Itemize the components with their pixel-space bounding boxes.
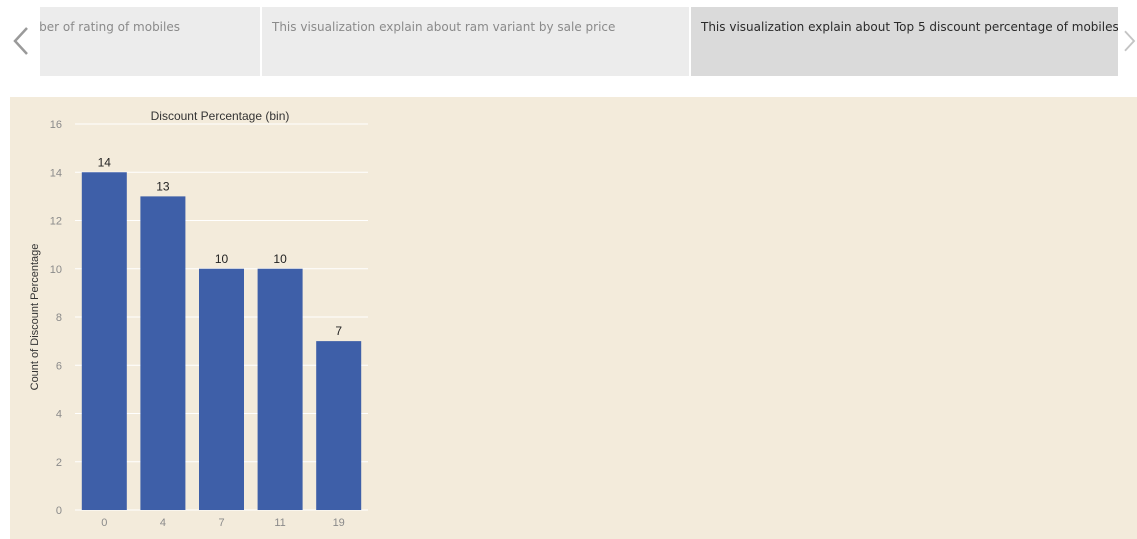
prev-story-button[interactable] bbox=[8, 22, 34, 60]
y-tick-label: 4 bbox=[56, 409, 62, 421]
y-axis-label: Count of Discount Percentage bbox=[29, 244, 41, 391]
chevron-right-icon bbox=[1124, 30, 1136, 52]
x-tick-label: 7 bbox=[218, 517, 224, 529]
x-tick-label: 4 bbox=[160, 517, 166, 529]
y-tick-label: 6 bbox=[56, 360, 62, 372]
bar bbox=[199, 268, 244, 510]
chevron-left-icon bbox=[13, 27, 28, 55]
story-tab-label: This visualization explain about ram var… bbox=[272, 20, 616, 34]
data-label: 10 bbox=[273, 252, 287, 266]
y-tick-label: 14 bbox=[50, 167, 62, 179]
x-tick-label: 11 bbox=[274, 517, 285, 529]
y-tick-label: 2 bbox=[56, 457, 62, 469]
story-tab-rating[interactable]: Number of rating of mobiles bbox=[40, 7, 260, 76]
next-story-button[interactable] bbox=[1122, 22, 1137, 60]
bar bbox=[257, 268, 303, 510]
bar bbox=[81, 172, 127, 510]
data-label: 7 bbox=[335, 324, 342, 338]
discount-bar-chart: 0 2 4 6 8 10 12 14 16 Discount Percentage (bin) Co… bbox=[29, 109, 368, 529]
x-tick-label: 0 bbox=[101, 517, 107, 529]
bar bbox=[140, 196, 186, 510]
data-label: 14 bbox=[98, 155, 112, 169]
viz-panel: 0 2 4 6 8 10 12 14 16 Discount Percentage (bin) Co… bbox=[10, 97, 1137, 539]
chart-title: Discount Percentage (bin) bbox=[151, 109, 290, 123]
y-tick-label: 0 bbox=[56, 505, 62, 517]
story-tabs: Number of rating of mobiles This visuali… bbox=[40, 7, 1118, 76]
story-tab-ram-variant[interactable]: This visualization explain about ram var… bbox=[262, 7, 689, 76]
story-tab-discount[interactable]: This visualization explain about Top 5 d… bbox=[691, 7, 1118, 76]
y-tick-label: 16 bbox=[50, 119, 62, 131]
data-label: 13 bbox=[156, 179, 170, 193]
y-tick-label: 8 bbox=[56, 312, 62, 324]
bar bbox=[316, 341, 362, 510]
story-tab-label: Number of rating of mobiles bbox=[40, 20, 180, 34]
data-label: 10 bbox=[215, 252, 229, 266]
x-tick-label: 19 bbox=[333, 517, 345, 529]
y-tick-label: 10 bbox=[50, 264, 62, 276]
y-tick-label: 12 bbox=[50, 216, 62, 228]
story-tab-label: This visualization explain about Top 5 d… bbox=[701, 20, 1118, 34]
